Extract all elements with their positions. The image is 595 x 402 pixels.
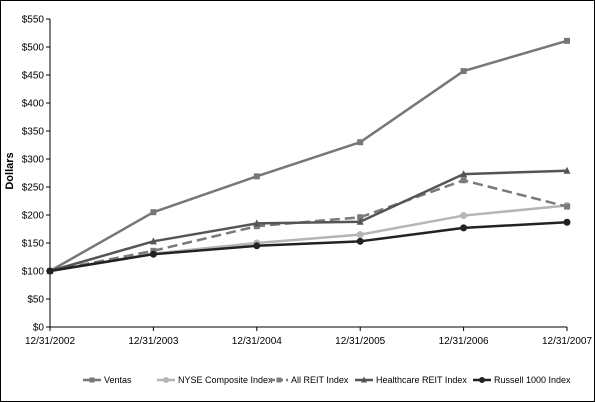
- data-point-russell-1000-index: [460, 224, 468, 232]
- legend-marker-nyse-composite-index: [163, 377, 169, 383]
- series-line-ventas: [49, 39, 568, 273]
- x-tick-label: 12/31/2006: [439, 336, 489, 347]
- data-point-ventas: [460, 68, 467, 75]
- data-point-russell-1000-index: [253, 242, 261, 250]
- x-tick-label: 12/31/2007: [542, 336, 592, 347]
- y-tick-label: $50: [27, 295, 44, 306]
- y-tick-label: $150: [22, 239, 45, 250]
- legend-label-nyse-composite-index: NYSE Composite Index: [178, 375, 273, 385]
- y-tick-label: $500: [22, 43, 45, 54]
- y-tick-label: $450: [22, 71, 45, 82]
- data-point-healthcare-reit-index: [253, 219, 261, 227]
- x-tick-label: 12/31/2002: [25, 336, 75, 347]
- y-tick-label: $200: [22, 211, 45, 222]
- legend-item-all-reit-index: All REIT Index: [270, 375, 349, 385]
- data-point-russell-1000-index: [563, 218, 571, 226]
- series-layer: [46, 37, 571, 275]
- x-tick-label: 12/31/2003: [128, 336, 178, 347]
- legend-label-ventas: Ventas: [104, 375, 132, 385]
- series-nyse-composite-index: [46, 201, 571, 275]
- legend-marker-russell-1000-index: [479, 377, 485, 383]
- data-point-nyse-composite-index: [356, 231, 364, 239]
- legend-marker-ventas: [89, 377, 95, 383]
- data-point-russell-1000-index: [149, 250, 157, 258]
- legend-marker-all-reit-index: [276, 377, 282, 383]
- data-point-russell-1000-index: [356, 237, 364, 245]
- data-point-healthcare-reit-index: [460, 170, 468, 178]
- series-line-nyse-composite-index: [49, 204, 568, 273]
- y-tick-label: $350: [22, 127, 45, 138]
- legend-item-healthcare-reit-index: Healthcare REIT Index: [355, 375, 467, 385]
- x-tick-label: 12/31/2005: [335, 336, 385, 347]
- data-point-ventas: [150, 209, 157, 216]
- y-tick-label: $550: [22, 15, 45, 26]
- legend-marker-healthcare-reit-index: [361, 376, 367, 383]
- y-tick-label: $300: [22, 155, 45, 166]
- legend-label-healthcare-reit-index: Healthcare REIT Index: [376, 375, 467, 385]
- axes: $0 $50 $100 $150 $200 $250 $300 $350 $400 $450 $50…: [22, 15, 593, 348]
- data-point-all-reit-index: [460, 177, 467, 184]
- series-line-russell-1000-index: [49, 221, 568, 273]
- legend-item-nyse-composite-index: NYSE Composite Index: [157, 375, 273, 385]
- series-line-healthcare-reit-index: [49, 169, 568, 273]
- legend: Ventas NYSE Composite Index All REIT Index…: [83, 375, 571, 385]
- data-point-healthcare-reit-index: [563, 166, 571, 174]
- data-point-healthcare-reit-index: [149, 237, 157, 245]
- data-point-russell-1000-index: [46, 267, 54, 275]
- data-point-ventas: [357, 139, 364, 146]
- legend-label-russell-1000-index: Russell 1000 Index: [494, 375, 571, 385]
- data-point-healthcare-reit-index: [356, 217, 364, 225]
- y-tick-label: $250: [22, 183, 45, 194]
- data-point-all-reit-index: [357, 214, 364, 221]
- y-axis-label: Dollars: [4, 152, 16, 189]
- data-point-all-reit-index: [564, 203, 570, 210]
- legend-item-russell-1000-index: Russell 1000 Index: [473, 375, 571, 385]
- legend-item-ventas: Ventas: [83, 375, 132, 385]
- data-point-ventas: [564, 37, 570, 44]
- legend-label-all-reit-index: All REIT Index: [291, 375, 349, 385]
- y-tick-label: $100: [22, 267, 45, 278]
- x-tick-label: 12/31/2004: [232, 336, 282, 347]
- data-point-ventas: [253, 173, 260, 180]
- y-tick-label: $0: [33, 323, 45, 334]
- data-point-nyse-composite-index: [460, 212, 468, 220]
- y-tick-label: $400: [22, 99, 45, 110]
- series-russell-1000-index: [46, 218, 571, 275]
